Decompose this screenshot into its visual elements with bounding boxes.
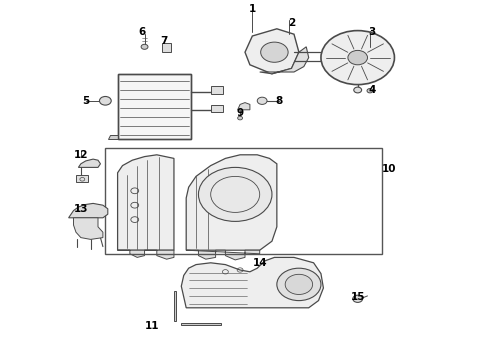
Text: 7: 7: [160, 36, 168, 46]
Bar: [162, 43, 171, 52]
Bar: [181, 323, 221, 325]
Text: 3: 3: [369, 27, 376, 37]
Text: 1: 1: [249, 4, 256, 14]
Bar: [118, 74, 191, 139]
Circle shape: [238, 116, 243, 120]
Polygon shape: [260, 47, 309, 74]
Polygon shape: [69, 203, 108, 218]
Polygon shape: [238, 103, 250, 110]
Text: 11: 11: [145, 321, 159, 331]
Circle shape: [285, 274, 313, 294]
Polygon shape: [186, 155, 277, 250]
Polygon shape: [181, 257, 323, 308]
Text: 2: 2: [288, 18, 295, 28]
Text: 15: 15: [350, 292, 365, 302]
Circle shape: [99, 96, 111, 105]
Circle shape: [367, 89, 373, 93]
Polygon shape: [118, 250, 174, 259]
Text: 12: 12: [74, 150, 88, 160]
Bar: [118, 74, 191, 139]
Text: 13: 13: [74, 204, 88, 214]
Polygon shape: [108, 135, 118, 139]
Polygon shape: [74, 218, 103, 239]
Text: 4: 4: [368, 85, 376, 95]
Circle shape: [198, 167, 272, 221]
Polygon shape: [245, 29, 299, 74]
Circle shape: [277, 268, 321, 301]
Text: 6: 6: [139, 27, 146, 37]
Bar: [105, 148, 382, 254]
Circle shape: [321, 31, 394, 85]
Text: 5: 5: [82, 96, 89, 106]
Circle shape: [348, 50, 368, 65]
Text: 10: 10: [382, 164, 397, 174]
Circle shape: [353, 295, 363, 302]
Circle shape: [261, 42, 288, 62]
Bar: [76, 175, 88, 182]
Bar: [211, 86, 223, 94]
Bar: [174, 291, 176, 321]
Text: 14: 14: [252, 258, 267, 268]
Circle shape: [141, 44, 148, 49]
Bar: [211, 105, 223, 112]
Polygon shape: [186, 250, 260, 260]
Polygon shape: [78, 159, 100, 167]
Text: 9: 9: [237, 108, 244, 118]
Polygon shape: [118, 155, 174, 250]
Circle shape: [354, 87, 362, 93]
Text: 8: 8: [276, 96, 283, 106]
Circle shape: [257, 97, 267, 104]
Circle shape: [252, 36, 296, 68]
